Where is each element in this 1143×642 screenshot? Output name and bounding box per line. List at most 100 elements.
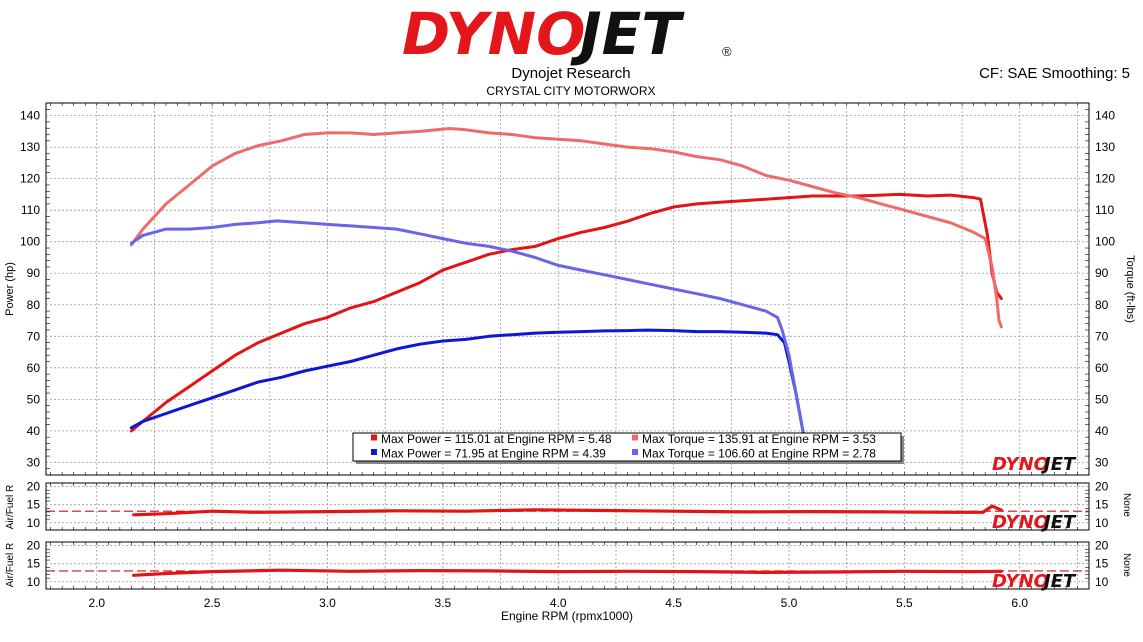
power-tick-label: 140: [20, 109, 40, 123]
rpm-tick-label: 5.5: [896, 596, 913, 610]
torque-tick-label: 90: [1095, 266, 1109, 280]
power-tick-label: 110: [21, 203, 40, 217]
series-line-run1: [129, 192, 1003, 433]
legend-swatch-run2-torque: [632, 449, 638, 455]
afr-panel-1: 10 10 15 15 20 20 Air/Fuel R None DYNO JET: [5, 480, 1132, 533]
rpm-tick-label: 4.0: [550, 596, 567, 610]
watermark-jet-text: JET: [1041, 454, 1077, 475]
torque-axis-ticks: 30 40 50 60 70 80 90 100 110 120 130 140: [1095, 109, 1115, 470]
afr-tick-label: 20: [27, 480, 41, 494]
torque-tick-label: 110: [1095, 203, 1114, 217]
afr-tick-label-right: 20: [1095, 480, 1109, 494]
torque-axis-label: Torque (ft-lbs): [1124, 255, 1136, 323]
afr-tick-label: 15: [27, 498, 41, 512]
series-line-run1_torque: [129, 127, 1003, 329]
afr-tick-label-right: 20: [1095, 539, 1109, 553]
rpm-axis-ticks: 2.0 2.5 3.0 3.5 4.0 4.5 5.0 5.5 6.0: [88, 596, 1028, 610]
torque-tick-label: 140: [1095, 109, 1115, 123]
watermark-afr2-dyno-text: DYNO: [992, 571, 1049, 592]
watermark-afr1-jet-text: JET: [1041, 512, 1077, 533]
dynojet-watermark-afr2: DYNO JET: [992, 571, 1077, 592]
series-line-run1: [132, 504, 1003, 517]
afr-panel-2-series: [46, 568, 1089, 577]
afr-panel-2-frame: [45, 541, 1090, 590]
legend-swatch-run1-torque: [632, 434, 638, 441]
main-series-group: [129, 127, 1003, 445]
rpm-tick-label: 3.0: [319, 596, 336, 610]
watermark-dyno-text: DYNO: [992, 454, 1049, 475]
legend-entry-run1-power: Max Power = 115.01 at Engine RPM = 5.48: [381, 432, 612, 446]
dynojet-watermark-afr1: DYNO JET: [992, 512, 1077, 533]
power-tick-label: 60: [27, 361, 41, 375]
power-tick-label: 90: [27, 266, 41, 280]
power-axis-ticks: 30 40 50 60 70 80 90 100 110 120 130 140: [20, 109, 40, 470]
afr-tick-label-right: 15: [1095, 498, 1109, 512]
registered-mark: ®: [722, 44, 732, 59]
power-tick-label: 40: [27, 424, 41, 438]
afr-panel-1-grid: [46, 483, 1090, 530]
rpm-tick-label: 6.0: [1011, 596, 1028, 610]
rpm-tick-label: 3.5: [435, 596, 452, 610]
torque-tick-label: 70: [1095, 329, 1109, 343]
power-tick-label: 70: [27, 329, 41, 343]
legend-entry-run1-torque: Max Torque = 135.91 at Engine RPM = 3.53: [642, 432, 876, 446]
afr-panel-2-grid: [46, 542, 1090, 589]
legend-swatch-run1-power: [371, 434, 377, 441]
rpm-tick-label: 4.5: [665, 596, 682, 610]
dynojet-watermark-main: DYNO JET: [992, 454, 1077, 475]
legend-entry-run2-power: Max Power = 71.95 at Engine RPM = 4.39: [381, 447, 606, 461]
rpm-tick-label: 2.5: [204, 596, 221, 610]
rpm-axis-label: Engine RPM (rpmx1000): [501, 609, 633, 623]
afr-panel-2-ticks: 10 10 15 15 20 20: [27, 539, 1109, 589]
afr-tick-label-right: 10: [1095, 575, 1109, 589]
series-line-run1: [132, 568, 1003, 577]
afr-panel-1-ticks: 10 10 15 15 20 20: [27, 480, 1109, 530]
series-line-run2_torque: [129, 219, 805, 433]
dynojet-logo: DYNO JET ®: [402, 0, 732, 68]
legend: Max Power = 115.01 at Engine RPM = 5.48 …: [352, 432, 904, 464]
logo-dyno-text: DYNO: [402, 0, 586, 68]
main-grid: [46, 103, 1090, 475]
afr-tick-label: 15: [27, 557, 41, 571]
rpm-tick-label: 5.0: [781, 596, 798, 610]
power-tick-label: 100: [20, 235, 40, 249]
torque-tick-label: 30: [1095, 455, 1109, 469]
watermark-afr2-jet-text: JET: [1041, 571, 1077, 592]
power-axis-label: Power (hp): [4, 262, 16, 316]
power-tick-label: 80: [27, 298, 41, 312]
torque-tick-label: 130: [1095, 140, 1115, 154]
power-tick-label: 120: [20, 172, 40, 186]
afr-panel-1-series: [46, 504, 1089, 517]
legend-swatch-run2-power: [371, 449, 377, 455]
afr-panel-2-ylabel: Air/Fuel R: [5, 543, 16, 587]
torque-tick-label: 80: [1095, 298, 1109, 312]
legend-box: [352, 432, 902, 462]
afr-tick-label: 10: [27, 516, 41, 530]
afr-tick-label-right: 15: [1095, 557, 1109, 571]
afr-tick-label: 10: [27, 575, 41, 589]
main-plot-panel: 30 40 50 60 70 80 90 100 110 120 130 140 30 40 50 60 70…: [4, 102, 1136, 476]
afr-panel-1-frame: [45, 482, 1090, 531]
power-tick-label: 30: [27, 455, 41, 469]
cf-smoothing-label: CF: SAE Smoothing: 5: [979, 65, 1130, 82]
watermark-afr1-dyno-text: DYNO: [992, 512, 1049, 533]
afr-tick-label: 20: [27, 539, 41, 553]
main-plot-frame: [45, 102, 1090, 476]
logo-jet-text: JET: [570, 0, 685, 68]
afr-tick-label-right: 10: [1095, 516, 1109, 530]
afr-panel-2: 10 10 15 15 20 20 Air/Fuel R None DYNO JET: [5, 539, 1132, 592]
power-tick-label: 50: [27, 392, 41, 406]
torque-tick-label: 100: [1095, 235, 1115, 249]
torque-tick-label: 50: [1095, 392, 1109, 406]
afr-panel-2-y2label: None: [1121, 553, 1132, 577]
chart-title: Dynojet Research: [511, 65, 630, 82]
series-line-run2: [129, 328, 807, 445]
power-tick-label: 130: [20, 140, 40, 154]
afr-panel-1-ylabel: Air/Fuel R: [5, 485, 16, 529]
torque-tick-label: 120: [1095, 172, 1115, 186]
afr-panel-1-y2label: None: [1121, 493, 1132, 517]
legend-entry-run2-torque: Max Torque = 106.60 at Engine RPM = 2.78: [642, 447, 876, 461]
torque-tick-label: 40: [1095, 424, 1109, 438]
torque-tick-label: 60: [1095, 361, 1109, 375]
